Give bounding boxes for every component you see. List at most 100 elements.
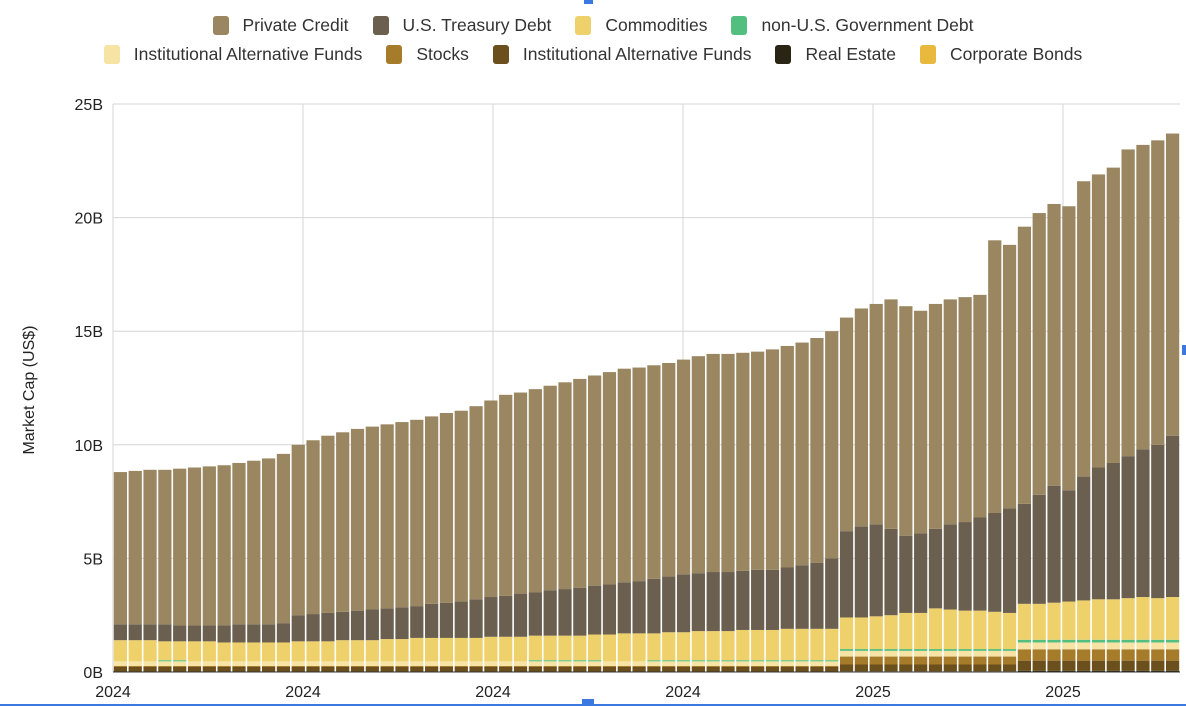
bar-segment[interactable]	[276, 453, 291, 624]
bar-segment[interactable]	[839, 617, 854, 650]
bar-segment[interactable]	[691, 661, 705, 666]
bar-segment[interactable]	[751, 661, 765, 666]
bar-segment[interactable]	[558, 660, 572, 662]
bar-segment[interactable]	[276, 642, 291, 662]
bar-segment[interactable]	[113, 624, 128, 641]
bar-segment[interactable]	[336, 640, 350, 662]
bar-segment[interactable]	[276, 623, 291, 643]
bar-segment[interactable]	[958, 664, 972, 672]
bar-segment[interactable]	[232, 665, 246, 668]
bar-segment[interactable]	[425, 416, 439, 604]
bar-segment[interactable]	[1106, 670, 1120, 672]
bar-segment[interactable]	[647, 661, 661, 666]
bar-segment[interactable]	[143, 469, 157, 625]
bar-segment[interactable]	[217, 642, 231, 662]
legend-item[interactable]: Stocks	[386, 44, 469, 65]
bar-segment[interactable]	[751, 660, 765, 662]
bar-segment[interactable]	[261, 665, 276, 668]
bar-segment[interactable]	[365, 661, 379, 666]
bar-segment[interactable]	[765, 629, 780, 661]
bar-segment[interactable]	[513, 636, 528, 662]
bar-segment[interactable]	[143, 624, 157, 641]
bar-segment[interactable]	[395, 667, 409, 672]
bar-segment[interactable]	[839, 650, 854, 657]
bar-segment[interactable]	[706, 631, 720, 661]
bar-segment[interactable]	[528, 660, 542, 662]
legend-item[interactable]: non-U.S. Government Debt	[731, 15, 974, 36]
bar-segment[interactable]	[1151, 660, 1165, 671]
bar-segment[interactable]	[988, 650, 1002, 657]
bar-segment[interactable]	[706, 572, 720, 632]
bar-segment[interactable]	[291, 667, 305, 672]
bar-segment[interactable]	[736, 665, 750, 668]
bar-segment[interactable]	[439, 661, 454, 666]
bar-segment[interactable]	[1002, 649, 1017, 651]
bar-segment[interactable]	[439, 637, 454, 662]
bar-segment[interactable]	[543, 385, 557, 591]
bar-segment[interactable]	[306, 440, 320, 615]
bar-segment[interactable]	[1077, 660, 1091, 671]
bar-segment[interactable]	[632, 367, 646, 582]
bar-segment[interactable]	[143, 640, 157, 662]
bar-segment[interactable]	[736, 667, 750, 672]
bar-segment[interactable]	[128, 470, 142, 625]
bar-segment[interactable]	[765, 665, 780, 668]
bar-segment[interactable]	[691, 665, 705, 668]
bar-segment[interactable]	[958, 522, 972, 611]
bar-segment[interactable]	[602, 665, 617, 668]
bar-segment[interactable]	[795, 661, 809, 666]
bar-segment[interactable]	[1032, 670, 1046, 672]
bar-segment[interactable]	[187, 641, 202, 662]
bar-segment[interactable]	[1091, 639, 1106, 643]
bar-segment[interactable]	[1136, 449, 1150, 598]
bar-segment[interactable]	[439, 602, 454, 638]
bar-segment[interactable]	[1077, 649, 1091, 661]
bar-segment[interactable]	[1077, 600, 1091, 640]
bar-segment[interactable]	[721, 665, 735, 668]
bar-segment[interactable]	[410, 606, 424, 638]
bar-segment[interactable]	[380, 665, 394, 668]
bar-segment[interactable]	[869, 524, 883, 617]
bar-segment[interactable]	[217, 667, 231, 672]
bar-segment[interactable]	[676, 359, 691, 575]
bar-segment[interactable]	[899, 535, 913, 613]
bar-segment[interactable]	[528, 661, 542, 666]
bar-segment[interactable]	[499, 595, 513, 637]
bar-segment[interactable]	[751, 667, 765, 672]
bar-segment[interactable]	[854, 308, 868, 527]
bar-segment[interactable]	[691, 631, 705, 661]
bar-segment[interactable]	[321, 665, 335, 668]
bar-segment[interactable]	[988, 512, 1002, 612]
bar-segment[interactable]	[647, 660, 661, 662]
bar-segment[interactable]	[410, 419, 424, 607]
bar-segment[interactable]	[173, 641, 187, 661]
bar-segment[interactable]	[365, 426, 379, 610]
bar-segment[interactable]	[232, 661, 246, 666]
bar-segment[interactable]	[1165, 597, 1180, 640]
bar-segment[interactable]	[1091, 670, 1106, 672]
bar-segment[interactable]	[602, 584, 617, 635]
bar-segment[interactable]	[988, 656, 1002, 665]
bar-segment[interactable]	[943, 650, 957, 657]
bar-segment[interactable]	[973, 610, 987, 650]
bar-segment[interactable]	[499, 636, 513, 662]
bar-segment[interactable]	[365, 667, 379, 672]
bar-segment[interactable]	[869, 649, 883, 651]
bar-segment[interactable]	[795, 628, 809, 661]
bar-segment[interactable]	[395, 665, 409, 668]
bar-segment[interactable]	[513, 392, 528, 594]
legend-item[interactable]: Real Estate	[775, 44, 896, 65]
bar-segment[interactable]	[454, 601, 468, 638]
bar-segment[interactable]	[588, 667, 602, 672]
bar-segment[interactable]	[795, 665, 809, 668]
bar-segment[interactable]	[365, 665, 379, 668]
selection-handle-right[interactable]	[1182, 345, 1186, 355]
bar-segment[interactable]	[217, 465, 231, 626]
bar-segment[interactable]	[662, 667, 676, 672]
bar-segment[interactable]	[662, 632, 676, 661]
bar-segment[interactable]	[573, 378, 587, 588]
bar-segment[interactable]	[928, 656, 943, 665]
bar-segment[interactable]	[410, 661, 424, 666]
bar-segment[interactable]	[499, 667, 513, 672]
bar-segment[interactable]	[113, 472, 128, 625]
